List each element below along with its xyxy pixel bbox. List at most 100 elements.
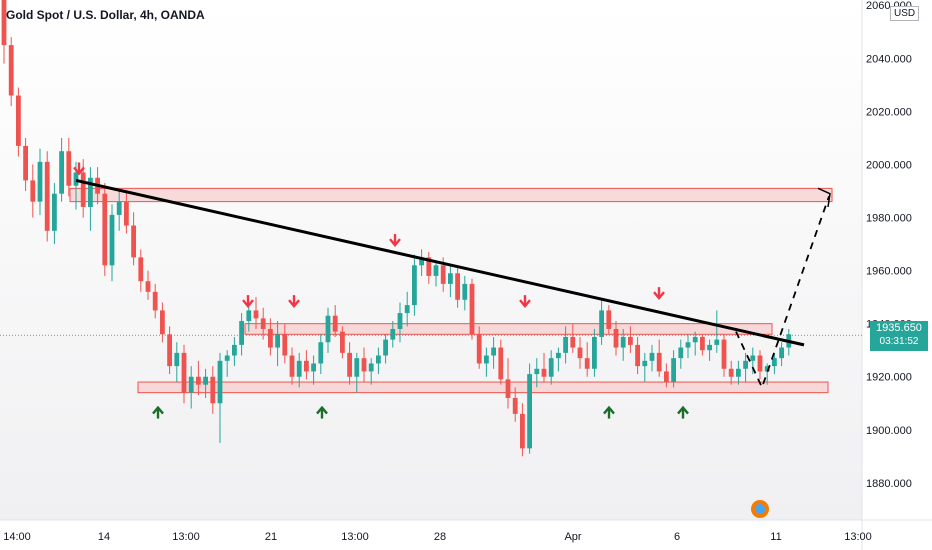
candle-body	[606, 310, 612, 329]
candle-body	[210, 376, 216, 404]
candle-body	[311, 363, 316, 372]
down-arrow-icon-head	[288, 299, 300, 308]
x-tick-label: 14:00	[3, 531, 31, 543]
candle-body	[23, 145, 28, 181]
candle-body	[534, 368, 540, 375]
candle-body	[188, 376, 194, 393]
candle-body	[757, 355, 763, 372]
y-tick-label: 2020.000	[866, 106, 912, 118]
candle-body	[131, 225, 136, 258]
candle-body	[664, 371, 669, 383]
down-arrow-icon-head	[73, 166, 85, 176]
candle-body	[109, 214, 115, 266]
y-tick-label: 1900.000	[866, 425, 912, 437]
sr-zone	[69, 187, 833, 203]
candle-body	[476, 334, 482, 364]
candle-body	[167, 334, 172, 367]
candle-body	[635, 344, 640, 367]
down-arrow-icon-head	[242, 299, 254, 308]
candle-body	[73, 172, 79, 186]
candle-body	[246, 310, 252, 322]
candle-body	[613, 328, 619, 348]
candle-body	[160, 310, 165, 335]
up-arrow-icon-head	[152, 405, 164, 415]
candle-body	[462, 283, 468, 300]
candle-body	[37, 161, 43, 202]
chart-title: Gold Spot / U.S. Dollar, 4h, OANDA	[6, 8, 205, 22]
candle-body	[174, 352, 180, 367]
candle-body	[116, 201, 122, 215]
candle-body	[196, 376, 201, 385]
x-tick-label: 13:00	[844, 531, 872, 543]
y-tick-label: 2000.000	[866, 159, 912, 171]
candle-body	[455, 273, 460, 300]
trendline	[75, 178, 805, 347]
candle-body	[239, 321, 244, 345]
candle-body	[181, 352, 187, 393]
candle-body	[685, 342, 691, 348]
candle-body	[764, 366, 770, 372]
last-price-badge: 1935.650 03:31:52	[870, 321, 928, 351]
candle-body	[448, 273, 453, 284]
candle-body	[124, 201, 129, 226]
candle-body	[577, 347, 583, 359]
candle-body	[426, 257, 432, 276]
x-tick-label: 11	[770, 531, 781, 543]
x-tick-label: 28	[434, 531, 446, 543]
candle-body	[325, 315, 331, 343]
currency-label[interactable]: USD	[890, 6, 920, 21]
candle-body	[217, 360, 223, 404]
candle-body	[498, 347, 504, 380]
candle-body	[318, 342, 324, 364]
tradingview-logo-icon	[751, 500, 769, 518]
candle-body	[541, 368, 547, 377]
candle-body	[52, 193, 57, 231]
candle-body	[570, 336, 576, 348]
projection-path	[735, 196, 830, 390]
x-tick-label: Apr	[564, 531, 581, 543]
candle-body	[412, 265, 417, 306]
candle-body	[678, 347, 684, 359]
candle-body	[512, 397, 518, 414]
y-tick-label: 1920.000	[866, 372, 912, 384]
y-tick-label: 1980.000	[866, 213, 912, 225]
candle-body	[779, 347, 784, 359]
candle-body	[232, 344, 237, 356]
candle-body	[354, 358, 360, 377]
candle-body	[152, 291, 158, 311]
x-tick-label: 6	[674, 531, 680, 543]
candle-body	[203, 376, 208, 385]
candle-body	[340, 331, 345, 353]
candle-body	[491, 347, 496, 356]
candle-body	[282, 334, 288, 356]
candle-body	[347, 352, 352, 377]
candle-body	[469, 283, 475, 335]
candle-body	[527, 374, 532, 449]
candle-body	[224, 355, 230, 361]
candle-body	[268, 328, 273, 348]
last-price-value: 1935.650	[876, 322, 922, 334]
candle-body	[707, 344, 712, 351]
down-arrow-icon-head	[519, 299, 531, 308]
candle-body	[253, 310, 259, 319]
up-arrow-icon-head	[677, 405, 689, 415]
candle-body	[304, 360, 309, 372]
candle-body	[296, 360, 302, 377]
candle-body	[404, 305, 410, 314]
down-arrow-icon-head	[653, 291, 665, 301]
candle-body	[772, 358, 777, 367]
candle-body	[80, 172, 86, 207]
projection-arrowhead	[817, 187, 831, 208]
candle-body	[484, 355, 489, 364]
x-tick-label: 14	[98, 531, 110, 543]
sr-zone	[244, 323, 773, 335]
candle-body	[628, 336, 633, 345]
y-tick-label: 1960.000	[866, 266, 912, 278]
bar-countdown: 03:31:52	[879, 336, 919, 347]
candle-body	[584, 358, 590, 369]
candle-body	[376, 355, 381, 364]
candle-body	[556, 352, 561, 359]
candle-body	[620, 336, 626, 348]
candle-body	[700, 336, 705, 351]
